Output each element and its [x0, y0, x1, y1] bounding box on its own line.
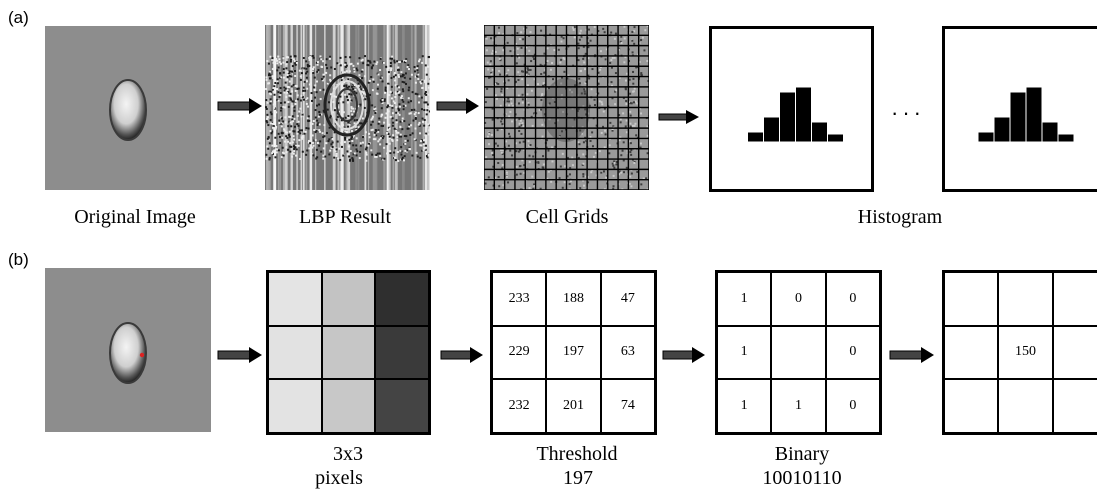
arrow-right-icon [436, 98, 479, 114]
arrow-right-icon [217, 347, 262, 363]
binary-cell: 1 [717, 272, 772, 326]
value-cell: 74 [600, 379, 655, 433]
result-cell [1052, 379, 1097, 433]
caption-cell-grids: Cell Grids [525, 206, 609, 228]
caption-pixels: pixels [315, 467, 363, 489]
binary-cell: 1 [771, 379, 826, 433]
value-cell-center: 197 [546, 325, 601, 380]
arrow-right-icon [889, 347, 934, 363]
caption-original-image: Original Image [74, 206, 196, 228]
cell-grids-image [484, 25, 649, 190]
result-cell [998, 379, 1053, 433]
panel-a-label: (a) [8, 8, 29, 27]
binary-cell: 1 [717, 379, 772, 433]
original-image [45, 26, 211, 190]
arrow-right-icon [662, 347, 705, 363]
arrow-right-icon [440, 347, 483, 363]
result-cell [944, 272, 999, 326]
caption-threshold: Threshold [536, 443, 618, 465]
binary-cell: 0 [825, 325, 880, 380]
binary-cell: 0 [771, 272, 826, 326]
histogram-bar [795, 86, 812, 143]
pixel-cell [321, 325, 376, 380]
pixel-cell [321, 379, 376, 433]
histogram-box [942, 26, 1097, 192]
lbp-value-grid: 150 [942, 270, 1097, 435]
value-cell: 63 [600, 325, 655, 380]
caption-lbp-result: LBP Result [298, 206, 392, 228]
binary-cell: 1 [717, 325, 772, 380]
histogram-bar [993, 116, 1011, 143]
pixel-cell [375, 379, 429, 433]
histogram-bar [1009, 91, 1027, 143]
pixel-cell [268, 379, 322, 433]
value-cell: 47 [600, 272, 655, 326]
result-cell [944, 379, 999, 433]
histogram-bar [1057, 133, 1075, 143]
caption-binary-code: 10010110 [762, 467, 842, 489]
histogram-bar [1041, 121, 1059, 143]
histogram-bar [747, 131, 764, 143]
pixel-cell [321, 272, 376, 326]
histogram-bar [811, 121, 828, 143]
result-cell [998, 272, 1053, 326]
caption-histogram: Histogram [857, 206, 943, 228]
pixel-cell [375, 272, 429, 326]
lbp-result-image [265, 25, 430, 190]
binary-cell: 0 [825, 379, 880, 433]
caption-binary: Binary [774, 443, 830, 465]
arrow-right-icon [217, 98, 262, 114]
panel-b-label: (b) [8, 250, 29, 269]
pixel-grid-3x3 [266, 270, 431, 435]
histogram-bar [977, 131, 995, 143]
binary-cell: 0 [825, 272, 880, 326]
histogram-bar [779, 91, 796, 143]
pixel-cell [375, 325, 429, 380]
histogram-bar [763, 116, 780, 143]
pixel-cell [268, 325, 322, 380]
original-image-pixel [45, 268, 211, 432]
histogram-box [709, 26, 874, 192]
value-cell: 229 [492, 325, 547, 380]
value-cell: 233 [492, 272, 547, 326]
value-cell: 188 [546, 272, 601, 326]
result-cell [944, 325, 999, 380]
result-cell-center: 150 [998, 325, 1053, 380]
arrow-right-icon [658, 110, 699, 124]
histogram-bar [827, 133, 844, 143]
threshold-grid: 233 188 47 229 197 63 232 201 74 [490, 270, 657, 435]
result-cell [1052, 272, 1097, 326]
binary-grid: 1 0 0 1 0 1 1 0 [715, 270, 882, 435]
result-cell [1052, 325, 1097, 380]
caption-3x3: 3x3 [333, 443, 363, 465]
pixel-cell [268, 272, 322, 326]
value-cell: 201 [546, 379, 601, 433]
caption-threshold-value: 197 [563, 467, 593, 489]
value-cell: 232 [492, 379, 547, 433]
binary-cell-center [771, 325, 826, 380]
histogram-bar [1025, 86, 1043, 143]
ellipsis: ··· [891, 100, 925, 125]
